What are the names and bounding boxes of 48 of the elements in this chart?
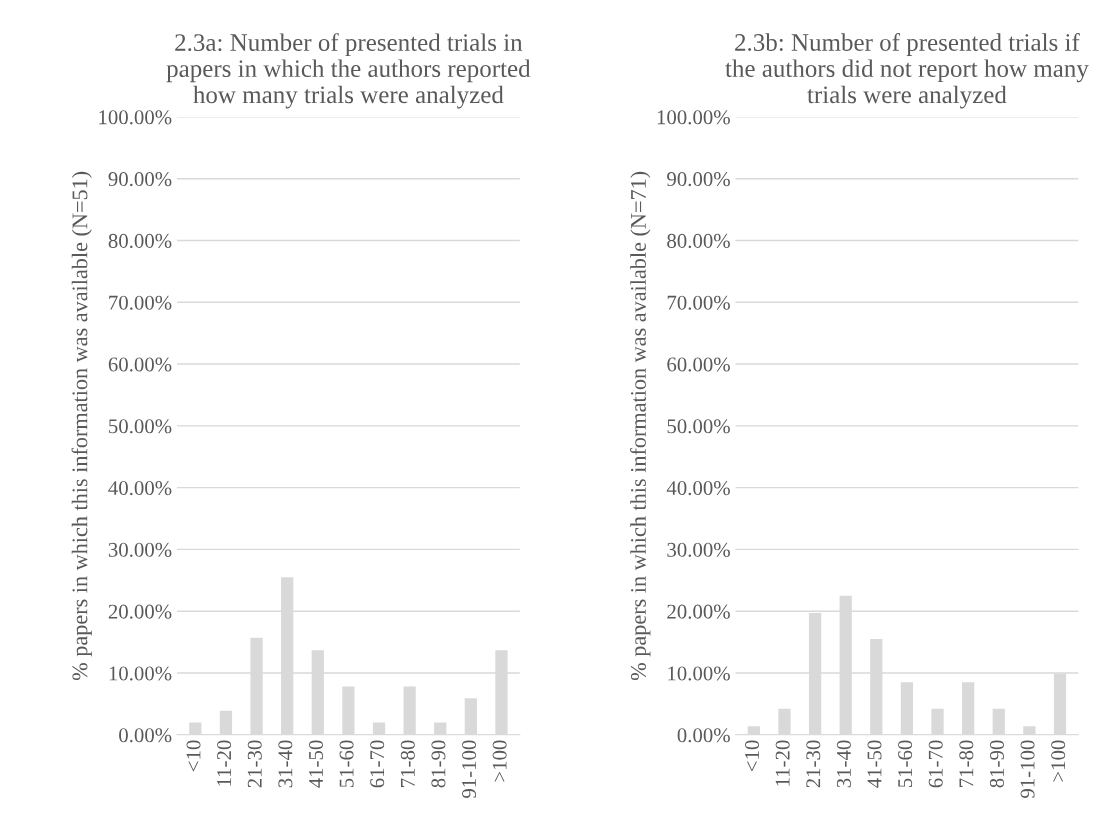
- chart-title: 2.3a: Number of presented trials in papers in which the authors reported how many trials were analyzed: [166, 33, 531, 109]
- y-tick-label: 50.00%: [109, 419, 172, 434]
- y-tick-label: 30.00%: [108, 542, 172, 557]
- y-tick-label: 70.00%: [667, 295, 730, 310]
- y-tick-label: 40.00%: [108, 481, 172, 496]
- y-tick-label: 80.00%: [108, 233, 172, 248]
- x-tick-label: >100: [492, 740, 507, 782]
- x-tick-label: 91-100: [462, 740, 477, 799]
- x-tick-label: 11-20: [217, 740, 232, 786]
- y-tick-label: 20.00%: [667, 604, 730, 619]
- x-tick-label: 91-100: [1020, 740, 1035, 799]
- y-axis-title: % papers in which this information was available (N=51): [71, 171, 92, 681]
- x-tick-label: 41-50: [867, 740, 882, 788]
- y-tick-label: 100.00%: [657, 110, 730, 125]
- y-tick-label: 70.00%: [109, 295, 172, 310]
- x-tick-label: 21-30: [247, 740, 262, 788]
- x-tick-label: 81-90: [431, 740, 446, 788]
- x-tick-label: >100: [1051, 740, 1066, 782]
- x-tick-label: 11-20: [775, 740, 790, 786]
- x-tick-label: 61-70: [928, 740, 943, 788]
- x-tick-label: 51-60: [339, 740, 354, 788]
- x-tick-label: 71-80: [400, 740, 415, 787]
- x-tick-label: 61-70: [370, 740, 385, 788]
- x-tick-label: <10: [186, 740, 201, 772]
- x-tick-label: 81-90: [989, 740, 1004, 788]
- x-tick-label: 31-40: [278, 740, 293, 788]
- y-tick-label: 0.00%: [119, 728, 172, 743]
- y-axis-title: % papers in which this information was available (N=71): [630, 171, 651, 681]
- y-tick-label: 60.00%: [667, 357, 730, 372]
- y-tick-label: 50.00%: [667, 419, 730, 434]
- y-tick-label: 10.00%: [109, 666, 172, 681]
- y-tick-label: 80.00%: [667, 233, 730, 248]
- x-tick-label: 21-30: [806, 740, 821, 788]
- x-tick-label: <10: [745, 740, 760, 772]
- y-tick-label: 0.00%: [677, 728, 730, 743]
- x-tick-label: 41-50: [308, 740, 323, 788]
- y-tick-label: 20.00%: [108, 604, 172, 619]
- x-tick-label: 31-40: [836, 740, 851, 788]
- y-tick-label: 40.00%: [666, 481, 730, 496]
- chart-title: 2.3b: Number of presented trials if the authors did not report how many trials were analyzed: [725, 33, 1089, 109]
- y-tick-label: 60.00%: [108, 357, 172, 372]
- y-tick-label: 30.00%: [667, 542, 730, 557]
- x-tick-label: 71-80: [959, 740, 974, 787]
- x-tick-label: 51-60: [898, 740, 913, 788]
- y-tick-label: 10.00%: [668, 666, 730, 681]
- y-tick-label: 90.00%: [667, 172, 730, 187]
- y-tick-label: 90.00%: [108, 172, 172, 187]
- y-tick-label: 100.00%: [99, 110, 172, 125]
